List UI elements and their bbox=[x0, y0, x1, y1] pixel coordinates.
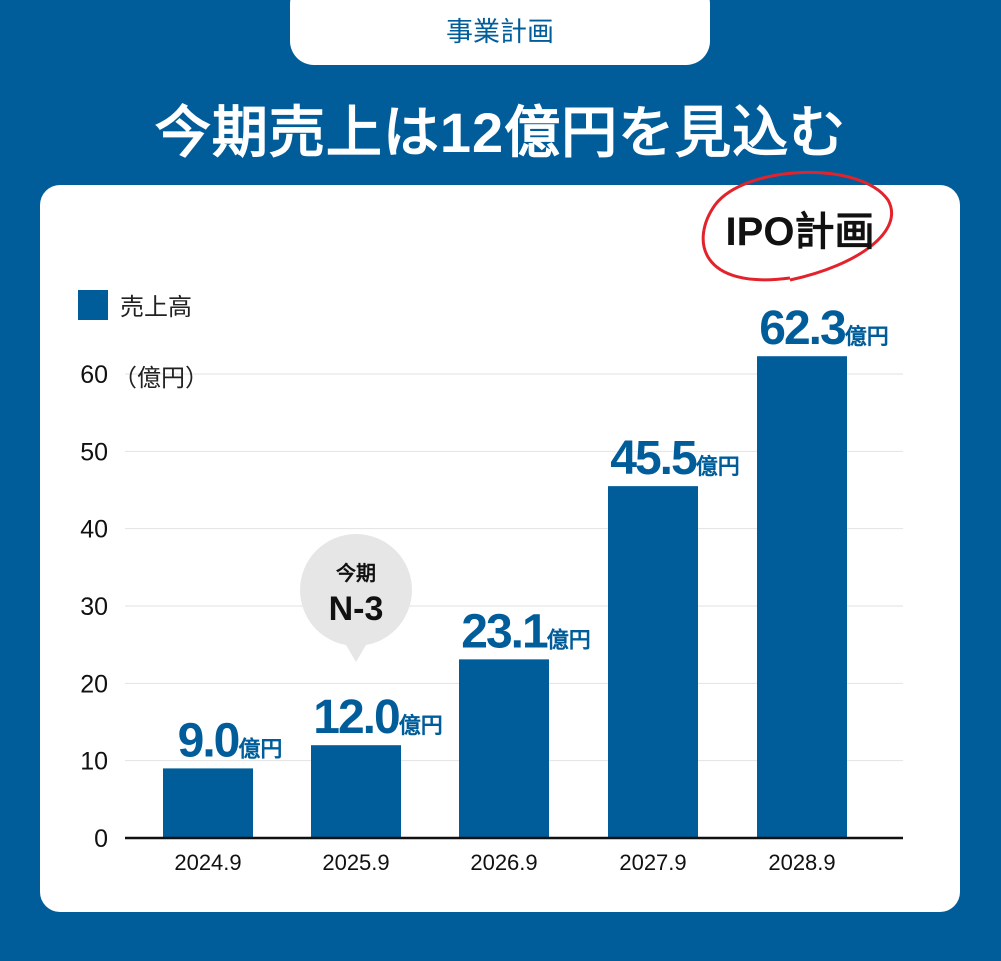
highlight-circle-icon bbox=[701, 170, 894, 282]
bar bbox=[163, 768, 253, 838]
x-tick-label: 2028.9 bbox=[768, 850, 835, 875]
y-tick-label: 30 bbox=[80, 593, 108, 621]
legend-label: 売上高 bbox=[120, 294, 192, 321]
y-tick-label: 20 bbox=[80, 670, 108, 698]
data-label-unit: 億円 bbox=[238, 736, 282, 761]
x-tick-label: 2025.9 bbox=[322, 850, 389, 875]
data-label-unit: 億円 bbox=[845, 324, 889, 349]
page-title: 今期売上は12億円を見込む bbox=[154, 101, 847, 164]
data-label-value: 12.0 bbox=[313, 691, 399, 744]
data-label-unit: 億円 bbox=[547, 627, 591, 652]
y-axis-unit: （億円） bbox=[113, 365, 209, 392]
bar bbox=[459, 659, 549, 838]
data-label-value: 23.1 bbox=[461, 605, 548, 658]
data-label: 45.5億円 bbox=[610, 432, 739, 485]
data-label-value: 9.0 bbox=[178, 714, 239, 767]
ipo-label: IPO計画 bbox=[726, 210, 875, 254]
data-label: 23.1億円 bbox=[461, 605, 590, 658]
bar bbox=[608, 486, 698, 838]
x-tick-label: 2026.9 bbox=[470, 850, 537, 875]
data-label: 9.0億円 bbox=[178, 714, 283, 767]
legend-swatch bbox=[78, 290, 108, 320]
section-tab-label: 事業計画 bbox=[446, 17, 554, 47]
y-tick-label: 50 bbox=[80, 438, 108, 466]
callout-label-top: 今期 bbox=[336, 561, 376, 585]
data-label: 12.0億円 bbox=[313, 691, 442, 744]
callout-label-bottom: N-3 bbox=[329, 590, 384, 628]
y-tick-label: 0 bbox=[94, 825, 108, 853]
x-tick-label: 2024.9 bbox=[174, 850, 241, 875]
data-label-value: 45.5 bbox=[610, 432, 697, 485]
data-label-unit: 億円 bbox=[399, 713, 443, 738]
section-tab: 事業計画 bbox=[290, 0, 710, 65]
data-label: 62.3億円 bbox=[759, 302, 888, 355]
bar bbox=[757, 356, 847, 838]
y-tick-label: 10 bbox=[80, 748, 108, 776]
data-label-unit: 億円 bbox=[696, 454, 740, 479]
x-tick-label: 2027.9 bbox=[619, 850, 686, 875]
data-label-value: 62.3 bbox=[759, 302, 845, 355]
bar bbox=[311, 745, 401, 838]
current-period-callout: 今期 N-3 bbox=[300, 534, 412, 662]
y-tick-label: 40 bbox=[80, 516, 108, 544]
ipo-annotation: IPO計画 bbox=[701, 170, 894, 282]
y-tick-label: 60 bbox=[80, 361, 108, 389]
